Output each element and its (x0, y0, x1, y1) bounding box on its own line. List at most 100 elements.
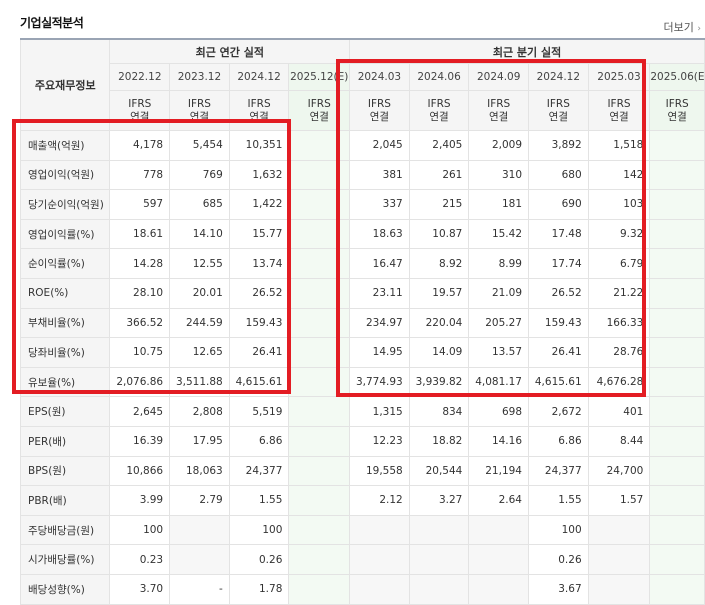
annual-value-cell: 12.55 (169, 248, 230, 279)
quarter-value-cell (649, 337, 705, 368)
row-label[interactable]: 시가배당률(%) (19, 544, 111, 575)
annual-value-cell: 685 (169, 189, 230, 220)
annual-period-header[interactable]: 2025.12(E) (288, 63, 351, 91)
annual-value-cell: 0.26 (228, 544, 290, 575)
quarter-basis-header: IFRS 연결 (528, 90, 589, 131)
quarter-period-header[interactable]: 2024.12 (528, 63, 589, 91)
quarter-value-cell (649, 277, 705, 309)
quarter-value-cell: 4,676.28 (587, 366, 651, 398)
quarter-value-cell: 3.67 (528, 573, 589, 605)
quarter-value-cell: 2,009 (468, 130, 529, 161)
annual-value-cell: 778 (109, 159, 171, 191)
quarter-value-cell: 14.09 (408, 337, 470, 368)
annual-value-cell (288, 455, 351, 487)
quarter-value-cell (649, 130, 705, 161)
quarter-value-cell: 20,544 (408, 455, 470, 487)
annual-period-header[interactable]: 2023.12 (169, 63, 230, 91)
quarter-value-cell (649, 248, 705, 279)
financial-summary-table: 주요재무정보 최근 연간 실적 최근 분기 실적 2022.12 2023.12 2… (19, 38, 705, 605)
quarter-period-header[interactable]: 2025.03 (587, 63, 651, 91)
quarter-value-cell (468, 514, 529, 546)
quarter-value-cell (587, 544, 651, 575)
quarter-value-cell: 17.74 (528, 248, 589, 279)
quarter-value-cell: 9.32 (587, 218, 651, 250)
quarter-value-cell: 3,939.82 (408, 366, 470, 398)
quarter-basis-header: IFRS 연결 (468, 90, 529, 131)
annual-value-cell (288, 130, 351, 161)
quarter-value-cell: 17.48 (528, 218, 589, 250)
quarter-value-cell: 13.57 (468, 337, 529, 368)
annual-basis-header: IFRS 연결 (169, 90, 230, 131)
quarter-value-cell (349, 514, 410, 546)
row-label[interactable]: PER(배) (19, 425, 111, 457)
table-row: EPS(원) 2,645 2,808 5,519 1,315 834 698 2,672 401 (19, 396, 705, 427)
annual-period-header[interactable]: 2024.12 (228, 63, 290, 91)
quarter-period-header[interactable]: 2024.06 (408, 63, 470, 91)
annual-value-cell: 4,615.61 (228, 366, 290, 398)
row-label[interactable]: ROE(%) (19, 277, 111, 309)
row-label[interactable]: 배당성향(%) (19, 573, 111, 605)
table-row: BPS(원) 10,866 18,063 24,377 19,558 20,544 21,1… (19, 455, 705, 487)
quarter-value-cell: 6.86 (528, 425, 589, 457)
annual-value-cell: 20.01 (169, 277, 230, 309)
row-label[interactable]: 유보율(%) (19, 366, 111, 398)
annual-value-cell (288, 573, 351, 605)
quarter-value-cell: 2,045 (349, 130, 410, 161)
annual-value-cell (169, 514, 230, 546)
quarter-value-cell (649, 396, 705, 427)
annual-value-cell: 26.52 (228, 277, 290, 309)
quarter-value-cell (649, 218, 705, 250)
quarter-value-cell: 834 (408, 396, 470, 427)
row-label[interactable]: 순이익률(%) (19, 248, 111, 279)
basis-consolidation: 연결 (429, 110, 449, 123)
quarter-value-cell: 1,518 (587, 130, 651, 161)
quarter-value-cell (649, 455, 705, 487)
row-label[interactable]: 매출액(억원) (19, 130, 111, 161)
quarter-value-cell: 3,892 (528, 130, 589, 161)
row-label[interactable]: 부채비율(%) (19, 307, 111, 339)
annual-value-cell: 4,178 (109, 130, 171, 161)
annual-value-cell: - (169, 573, 230, 605)
basis-standard: IFRS (665, 97, 689, 110)
quarter-value-cell: 21,194 (468, 455, 529, 487)
table-row: 영업이익률(%) 18.61 14.10 15.77 18.63 10.87 15.42 17… (19, 218, 705, 250)
basis-standard: IFRS (607, 97, 631, 110)
quarter-value-cell: 12.23 (349, 425, 410, 457)
quarter-value-cell (408, 544, 470, 575)
annual-value-cell (169, 544, 230, 575)
row-label[interactable]: 당좌비율(%) (19, 337, 111, 368)
row-label[interactable]: 주당배당금(원) (19, 514, 111, 546)
annual-value-cell: 6.86 (228, 425, 290, 457)
quarter-value-cell (408, 514, 470, 546)
quarter-value-cell: 166.33 (587, 307, 651, 339)
annual-value-cell: 1,632 (228, 159, 290, 191)
row-label[interactable]: PBR(배) (19, 485, 111, 516)
quarter-value-cell: 181 (468, 189, 529, 220)
row-label[interactable]: BPS(원) (19, 455, 111, 487)
quarter-value-cell: 14.95 (349, 337, 410, 368)
annual-basis-header: IFRS 연결 (228, 90, 290, 131)
quarter-period-header[interactable]: 2024.09 (468, 63, 529, 91)
annual-value-cell (288, 248, 351, 279)
annual-value-cell: 26.41 (228, 337, 290, 368)
table-row: ROE(%) 28.10 20.01 26.52 23.11 19.57 21.09 26.5… (19, 277, 705, 309)
row-label[interactable]: 당기순이익(억원) (19, 189, 111, 220)
annual-value-cell: 2.79 (169, 485, 230, 516)
quarter-value-cell (468, 544, 529, 575)
quarter-value-cell: 4,615.61 (528, 366, 589, 398)
table-row: 부채비율(%) 366.52 244.59 159.43 234.97 220.04 205… (19, 307, 705, 339)
row-label[interactable]: 영업이익(억원) (19, 159, 111, 191)
row-label[interactable]: EPS(원) (19, 396, 111, 427)
quarter-period-header[interactable]: 2024.03 (349, 63, 410, 91)
quarter-value-cell: 10.87 (408, 218, 470, 250)
annual-period-header[interactable]: 2022.12 (109, 63, 171, 91)
quarter-value-cell: 401 (587, 396, 651, 427)
more-link[interactable]: 더보기 › (664, 19, 701, 35)
period-header-row: 2022.12 2023.12 2024.12 2025.12(E) 2024.03 20… (21, 63, 705, 91)
quarter-group-header: 최근 분기 실적 (349, 38, 705, 64)
annual-value-cell: 3.99 (109, 485, 171, 516)
annual-value-cell: 597 (109, 189, 171, 220)
quarter-period-header[interactable]: 2025.06(E) (649, 63, 705, 91)
row-label[interactable]: 영업이익률(%) (19, 218, 111, 250)
quarter-value-cell: 21.09 (468, 277, 529, 309)
